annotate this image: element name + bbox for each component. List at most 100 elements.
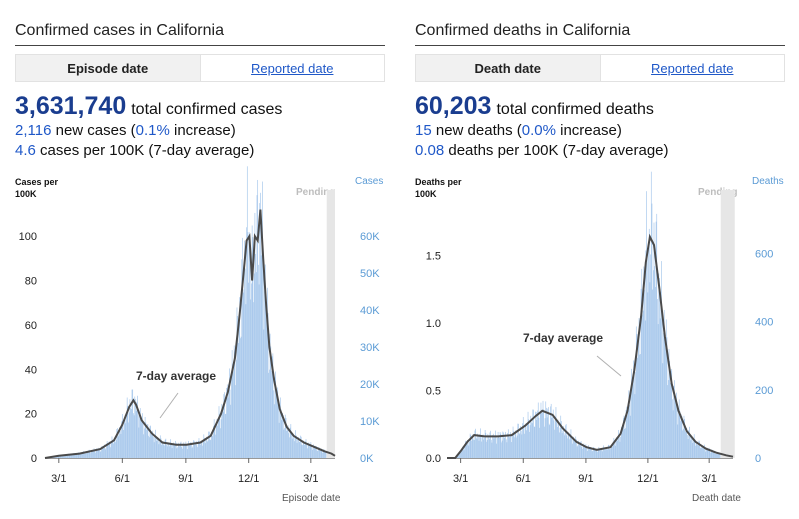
bar xyxy=(667,385,668,458)
bar xyxy=(643,266,645,458)
bar xyxy=(466,444,468,458)
bar xyxy=(57,456,58,458)
right-tick-label: 20K xyxy=(360,379,380,391)
bar xyxy=(197,447,198,458)
bar xyxy=(714,453,716,458)
bar xyxy=(564,435,566,458)
bar xyxy=(681,416,683,458)
bar xyxy=(570,429,572,458)
bar xyxy=(503,432,504,458)
bar xyxy=(511,442,513,458)
bar xyxy=(484,429,486,458)
bar xyxy=(559,427,561,458)
bar xyxy=(198,438,200,458)
bar xyxy=(313,446,315,458)
bar xyxy=(706,448,707,458)
x-tick-label: 9/1 xyxy=(578,473,593,485)
bar xyxy=(532,409,534,458)
bar xyxy=(548,423,550,458)
per100k-summary: 4.6 cases per 100K (7-day average) xyxy=(15,142,254,159)
bar xyxy=(202,441,204,458)
bar xyxy=(276,397,278,458)
bar xyxy=(575,436,577,458)
bar xyxy=(520,426,521,458)
bar xyxy=(593,447,595,458)
bar xyxy=(177,442,179,458)
bar xyxy=(581,446,583,458)
bar xyxy=(68,453,69,458)
bar xyxy=(624,429,626,458)
pending-band xyxy=(326,190,335,458)
bar xyxy=(69,455,71,458)
bar xyxy=(136,401,138,458)
x-axis-label: Death date xyxy=(692,493,741,504)
bar xyxy=(72,455,73,458)
bar xyxy=(488,436,489,458)
bar xyxy=(240,336,242,458)
bar xyxy=(514,437,515,458)
bar xyxy=(547,408,549,458)
bar xyxy=(133,415,135,458)
bar xyxy=(195,443,196,458)
bar xyxy=(551,417,553,458)
bar xyxy=(120,433,122,458)
bar xyxy=(637,333,639,458)
bar xyxy=(577,445,579,458)
per100k-summary: 0.08 deaths per 100K (7-day average) xyxy=(415,142,669,159)
bar xyxy=(659,278,660,458)
bar xyxy=(690,440,692,458)
bar xyxy=(562,430,564,458)
bar xyxy=(710,451,712,458)
tab-death-date[interactable]: Death date xyxy=(416,55,601,81)
bar xyxy=(512,435,513,458)
bar xyxy=(553,420,555,458)
bar xyxy=(629,404,630,458)
bar xyxy=(182,443,184,458)
bar xyxy=(99,448,100,458)
bar xyxy=(669,360,671,458)
bar xyxy=(131,389,133,458)
bar xyxy=(554,416,556,458)
tab-reported-date[interactable]: Reported date xyxy=(600,55,784,81)
bar xyxy=(172,444,174,458)
bar xyxy=(717,453,719,458)
bar xyxy=(592,450,594,458)
bar xyxy=(691,437,693,458)
bar xyxy=(549,425,551,458)
bar xyxy=(646,247,648,458)
bar xyxy=(109,443,111,458)
bar xyxy=(571,443,573,458)
bar xyxy=(645,250,647,458)
bar xyxy=(84,453,86,458)
bar xyxy=(179,442,181,458)
bar xyxy=(505,439,507,458)
bar xyxy=(74,454,76,458)
bar xyxy=(719,452,720,458)
left-tick-label: 0 xyxy=(31,453,37,465)
x-tick-label: 6/1 xyxy=(516,473,531,485)
bar xyxy=(601,449,602,458)
bar xyxy=(510,435,512,458)
bar xyxy=(245,304,247,458)
new-percent: 0.0% xyxy=(521,122,556,139)
bar xyxy=(281,420,283,458)
tab-episode-date[interactable]: Episode date xyxy=(16,55,201,81)
bar xyxy=(616,437,617,458)
bar xyxy=(242,237,243,458)
bar xyxy=(639,354,641,458)
bar xyxy=(167,442,169,458)
bar xyxy=(692,442,694,458)
bar xyxy=(310,442,312,458)
bar xyxy=(87,452,89,458)
bar xyxy=(119,427,120,458)
tab-reported-date[interactable]: Reported date xyxy=(200,55,384,81)
bar xyxy=(199,443,201,458)
bar xyxy=(702,445,703,458)
title-divider xyxy=(415,45,785,46)
bar xyxy=(188,440,189,458)
bar xyxy=(719,454,721,458)
pending-label: Pending xyxy=(698,187,738,198)
bar xyxy=(127,406,129,458)
bar xyxy=(522,417,524,458)
x-tick-label: 12/1 xyxy=(637,473,658,485)
